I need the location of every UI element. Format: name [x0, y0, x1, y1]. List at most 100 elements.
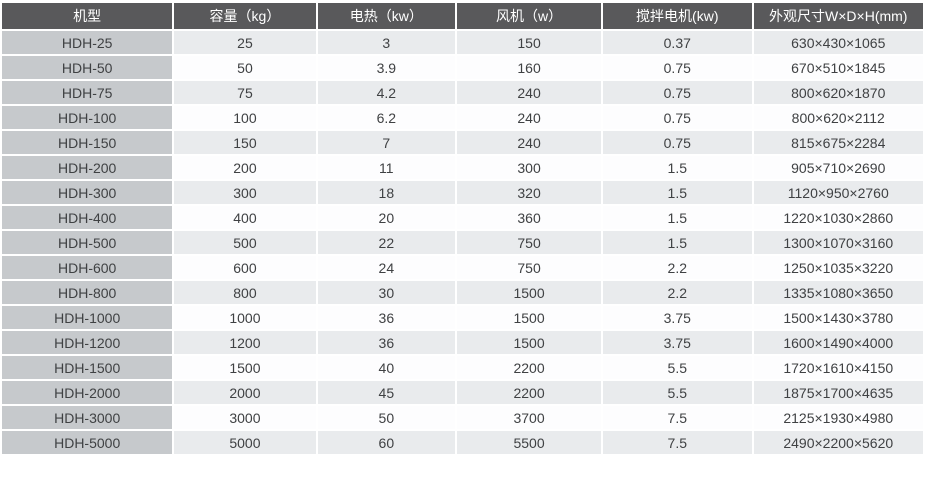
- model-cell: HDH-1500: [2, 356, 173, 379]
- column-header: 电热（kw）: [317, 3, 456, 29]
- model-cell: HDH-50: [2, 56, 173, 79]
- value-cell: 3: [317, 31, 456, 54]
- value-cell: 3.75: [603, 306, 752, 329]
- value-cell: 0.75: [603, 106, 752, 129]
- table-row: HDH-400 400 20 360 1.5 1220×1030×2860: [2, 206, 923, 229]
- model-cell: HDH-25: [2, 31, 173, 54]
- value-cell: 30: [317, 281, 456, 304]
- model-cell: HDH-3000: [2, 406, 173, 429]
- table-row: HDH-25 25 3 150 0.37 630×430×1065: [2, 31, 923, 54]
- value-cell: 1500: [174, 356, 316, 379]
- value-cell: 1875×1700×4635: [753, 381, 923, 404]
- value-cell: 1335×1080×3650: [753, 281, 923, 304]
- model-cell: HDH-300: [2, 181, 173, 204]
- value-cell: 500: [174, 231, 316, 254]
- table-row: HDH-150 150 7 240 0.75 815×675×2284: [2, 131, 923, 154]
- value-cell: 240: [457, 81, 602, 104]
- value-cell: 150: [174, 131, 316, 154]
- value-cell: 3.9: [317, 56, 456, 79]
- value-cell: 0.75: [603, 56, 752, 79]
- column-header: 搅拌电机(kw): [603, 3, 752, 29]
- value-cell: 1500: [457, 281, 602, 304]
- value-cell: 11: [317, 156, 456, 179]
- table-row: HDH-800 800 30 1500 2.2 1335×1080×3650: [2, 281, 923, 304]
- table-row: HDH-50 50 3.9 160 0.75 670×510×1845: [2, 56, 923, 79]
- value-cell: 1000: [174, 306, 316, 329]
- value-cell: 400: [174, 206, 316, 229]
- value-cell: 300: [457, 156, 602, 179]
- value-cell: 150: [457, 31, 602, 54]
- spec-table-body: HDH-25 25 3 150 0.37 630×430×1065 HDH-50 50 3.9 1…: [2, 31, 923, 454]
- value-cell: 36: [317, 306, 456, 329]
- value-cell: 24: [317, 256, 456, 279]
- model-cell: HDH-200: [2, 156, 173, 179]
- value-cell: 670×510×1845: [753, 56, 923, 79]
- value-cell: 5.5: [603, 356, 752, 379]
- value-cell: 750: [457, 231, 602, 254]
- value-cell: 905×710×2690: [753, 156, 923, 179]
- value-cell: 2125×1930×4980: [753, 406, 923, 429]
- model-cell: HDH-2000: [2, 381, 173, 404]
- value-cell: 360: [457, 206, 602, 229]
- table-row: HDH-500 500 22 750 1.5 1300×1070×3160: [2, 231, 923, 254]
- value-cell: 1.5: [603, 156, 752, 179]
- value-cell: 800×620×2112: [753, 106, 923, 129]
- value-cell: 750: [457, 256, 602, 279]
- value-cell: 75: [174, 81, 316, 104]
- value-cell: 2.2: [603, 256, 752, 279]
- value-cell: 25: [174, 31, 316, 54]
- value-cell: 5.5: [603, 381, 752, 404]
- value-cell: 1220×1030×2860: [753, 206, 923, 229]
- value-cell: 1.5: [603, 231, 752, 254]
- value-cell: 240: [457, 106, 602, 129]
- value-cell: 7.5: [603, 406, 752, 429]
- table-row: HDH-5000 5000 60 5500 7.5 2490×2200×5620: [2, 431, 923, 454]
- value-cell: 2.2: [603, 281, 752, 304]
- table-row: HDH-1500 1500 40 2200 5.5 1720×1610×4150: [2, 356, 923, 379]
- value-cell: 18: [317, 181, 456, 204]
- value-cell: 36: [317, 331, 456, 354]
- value-cell: 1720×1610×4150: [753, 356, 923, 379]
- table-row: HDH-1000 1000 36 1500 3.75 1500×1430×3780: [2, 306, 923, 329]
- value-cell: 160: [457, 56, 602, 79]
- value-cell: 60: [317, 431, 456, 454]
- value-cell: 0.75: [603, 131, 752, 154]
- model-cell: HDH-800: [2, 281, 173, 304]
- value-cell: 1.5: [603, 181, 752, 204]
- value-cell: 7.5: [603, 431, 752, 454]
- value-cell: 320: [457, 181, 602, 204]
- value-cell: 1500: [457, 306, 602, 329]
- value-cell: 1250×1035×3220: [753, 256, 923, 279]
- value-cell: 5000: [174, 431, 316, 454]
- table-row: HDH-300 300 18 320 1.5 1120×950×2760: [2, 181, 923, 204]
- table-row: HDH-3000 3000 50 3700 7.5 2125×1930×4980: [2, 406, 923, 429]
- value-cell: 2000: [174, 381, 316, 404]
- value-cell: 20: [317, 206, 456, 229]
- value-cell: 4.2: [317, 81, 456, 104]
- table-row: HDH-75 75 4.2 240 0.75 800×620×1870: [2, 81, 923, 104]
- value-cell: 40: [317, 356, 456, 379]
- column-header: 外观尺寸W×D×H(mm): [753, 3, 923, 29]
- model-cell: HDH-150: [2, 131, 173, 154]
- table-row: HDH-200 200 11 300 1.5 905×710×2690: [2, 156, 923, 179]
- value-cell: 800×620×1870: [753, 81, 923, 104]
- model-cell: HDH-100: [2, 106, 173, 129]
- value-cell: 240: [457, 131, 602, 154]
- value-cell: 600: [174, 256, 316, 279]
- column-header: 风机（w）: [457, 3, 602, 29]
- value-cell: 7: [317, 131, 456, 154]
- value-cell: 3.75: [603, 331, 752, 354]
- table-row: HDH-2000 2000 45 2200 5.5 1875×1700×4635: [2, 381, 923, 404]
- value-cell: 2200: [457, 381, 602, 404]
- value-cell: 815×675×2284: [753, 131, 923, 154]
- model-cell: HDH-5000: [2, 431, 173, 454]
- value-cell: 45: [317, 381, 456, 404]
- header-row: 机型 容量（kg） 电热（kw） 风机（w） 搅拌电机(kw) 外观尺寸W×D×H(mm): [2, 3, 923, 29]
- column-header: 容量（kg）: [174, 3, 316, 29]
- value-cell: 0.75: [603, 81, 752, 104]
- value-cell: 1.5: [603, 206, 752, 229]
- value-cell: 1120×950×2760: [753, 181, 923, 204]
- value-cell: 1300×1070×3160: [753, 231, 923, 254]
- model-cell: HDH-600: [2, 256, 173, 279]
- value-cell: 1600×1490×4000: [753, 331, 923, 354]
